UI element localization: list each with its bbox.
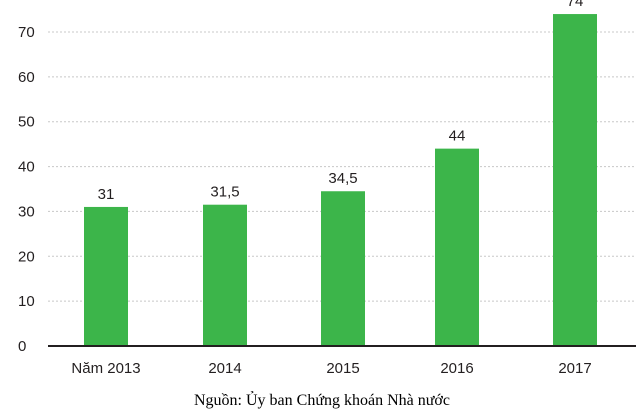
y-tick-label: 10 bbox=[18, 293, 35, 310]
value-label: 31 bbox=[98, 186, 115, 203]
bar bbox=[553, 14, 597, 347]
y-tick-label: 60 bbox=[18, 69, 35, 86]
value-label: 34,5 bbox=[328, 170, 357, 187]
x-axis-ticks: Năm 2013 2014 2015 2016 2017 bbox=[71, 360, 591, 377]
y-tick-label: 20 bbox=[18, 248, 35, 265]
y-tick-label: 50 bbox=[18, 114, 35, 131]
bar bbox=[321, 191, 365, 346]
bar bbox=[84, 206, 128, 346]
x-tick-label: 2015 bbox=[326, 360, 359, 377]
x-tick-label: 2016 bbox=[440, 360, 473, 377]
value-label: 44 bbox=[449, 128, 466, 145]
value-labels: 31 31,5 34,5 44 74 bbox=[98, 0, 584, 203]
bars bbox=[84, 14, 597, 347]
y-axis-ticks: 0 10 20 30 40 50 60 70 bbox=[18, 24, 35, 355]
value-label: 31,5 bbox=[210, 184, 239, 201]
y-tick-label: 0 bbox=[18, 338, 26, 355]
x-tick-label: Năm 2013 bbox=[71, 360, 140, 377]
y-tick-label: 30 bbox=[18, 203, 35, 220]
source-caption: Nguồn: Ủy ban Chứng khoán Nhà nước bbox=[194, 392, 450, 409]
x-tick-label: 2014 bbox=[208, 360, 241, 377]
value-label: 74 bbox=[567, 0, 584, 10]
y-tick-label: 70 bbox=[18, 24, 35, 41]
bar bbox=[203, 204, 247, 346]
y-tick-label: 40 bbox=[18, 159, 35, 176]
x-tick-label: 2017 bbox=[558, 360, 591, 377]
bar bbox=[435, 148, 479, 346]
bar-chart: 0 10 20 30 40 50 60 70 31 31,5 34,5 44 74 Năm 2013 2… bbox=[18, 0, 636, 377]
